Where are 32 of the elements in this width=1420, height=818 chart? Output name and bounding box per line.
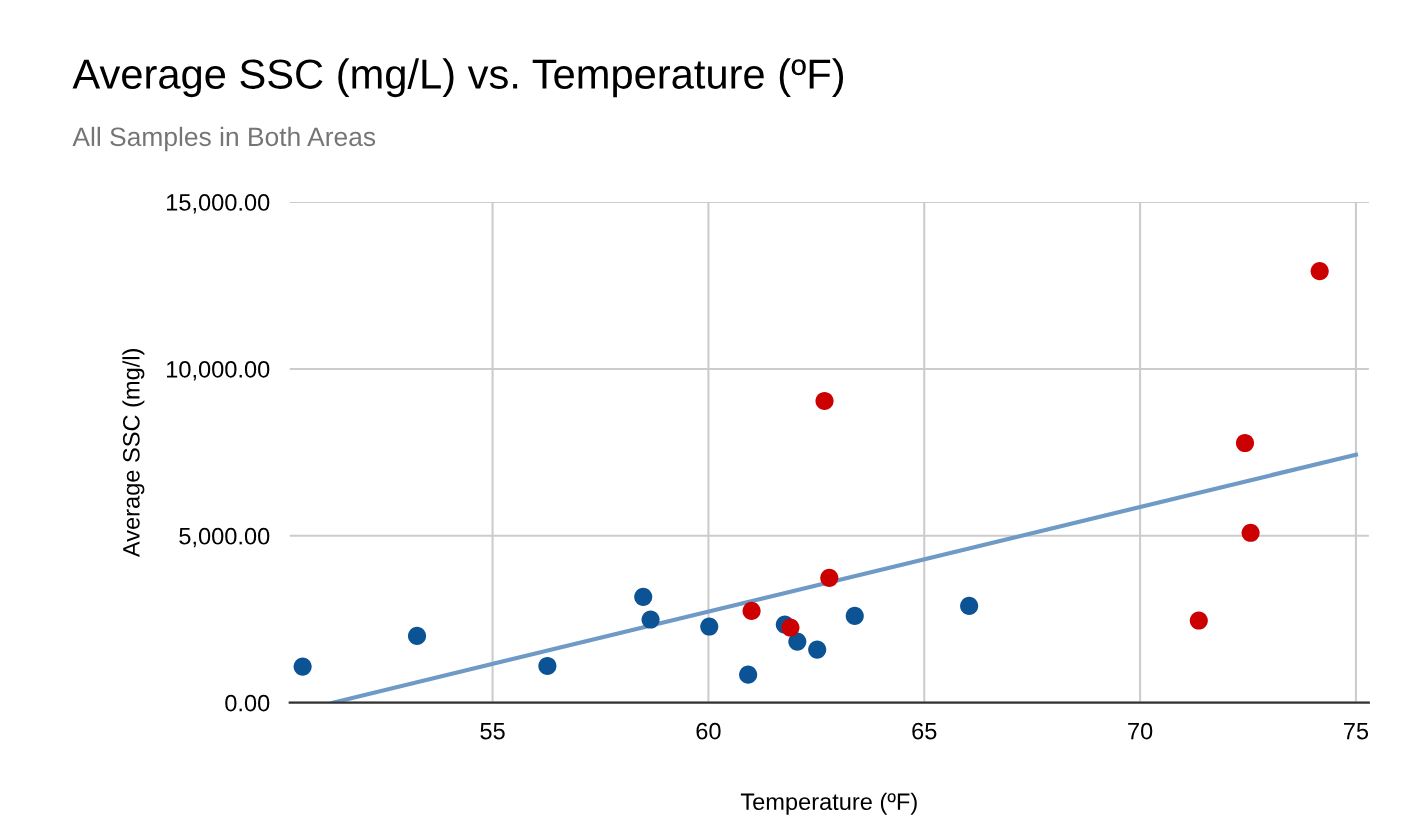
y-tick-label: 15,000.00	[167, 194, 270, 214]
point	[293, 657, 312, 676]
point	[788, 632, 807, 651]
point	[1235, 433, 1255, 453]
point	[739, 665, 758, 684]
x-tick-label: 75	[1344, 722, 1369, 740]
chart-subtitle: All Samples in Both Areas	[72, 126, 376, 152]
point	[845, 606, 864, 625]
y-axis-title: Average SSC (mg/l)	[122, 349, 145, 558]
point	[1241, 523, 1260, 542]
point	[700, 617, 719, 636]
point	[641, 610, 660, 629]
x-tick-label: 70	[1128, 722, 1153, 740]
point	[960, 596, 979, 615]
point	[742, 601, 761, 620]
point	[634, 587, 653, 606]
x-axis-title: Temperature (ºF)	[740, 792, 917, 815]
y-tick-label: 0.00	[225, 694, 270, 712]
y-tick-label: 10,000.00	[167, 360, 270, 381]
point	[820, 568, 839, 587]
point	[1189, 611, 1208, 630]
point	[815, 391, 834, 411]
point	[781, 618, 800, 637]
x-tick-label: 65	[912, 722, 937, 740]
point	[808, 640, 827, 659]
x-tick-label: 60	[696, 722, 721, 740]
point	[1310, 262, 1329, 281]
x-tick-label: 55	[480, 722, 505, 740]
point	[407, 626, 427, 645]
point	[538, 656, 557, 675]
chart-title: Average SSC (mg/L) vs. Temperature (ºF)	[72, 58, 844, 98]
y-tick-label: 5,000.00	[179, 527, 270, 548]
